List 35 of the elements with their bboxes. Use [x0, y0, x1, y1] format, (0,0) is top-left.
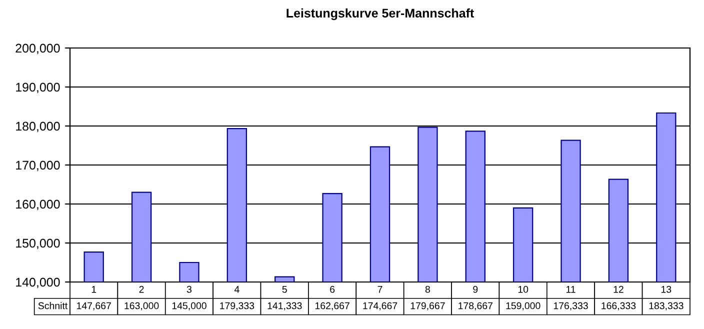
data-label: 179,333 [220, 302, 254, 310]
y-tick-label: 170,000 [16, 160, 60, 172]
x-tick-label: 3 [186, 286, 192, 293]
y-tick-label: 150,000 [16, 238, 60, 250]
y-tick-label: 190,000 [16, 82, 60, 94]
data-label: 141,333 [268, 302, 302, 310]
x-tick-label: 9 [473, 286, 478, 293]
x-tick-label: 6 [330, 286, 335, 293]
data-label: 145,000 [172, 302, 206, 310]
x-tick-label: 2 [139, 286, 144, 293]
x-tick-label: 1 [92, 286, 96, 293]
data-label: 183,333 [649, 302, 684, 310]
y-tick-label: 200,000 [16, 44, 60, 54]
x-tick-label: 12 [614, 286, 624, 293]
y-tick-label: 140,000 [16, 278, 60, 288]
data-label: 179,667 [410, 302, 445, 310]
data-label: 163,000 [124, 302, 159, 310]
x-tick-label: 13 [661, 286, 672, 293]
x-tick-label: 7 [378, 286, 382, 293]
x-tick-label: 4 [234, 286, 240, 293]
chart-title: Leistungskurve 5er-Mannschaft [286, 8, 474, 20]
series-label: Schnitt [38, 302, 68, 310]
x-tick-label: 5 [282, 286, 287, 293]
data-label: 178,667 [458, 302, 492, 310]
x-tick-label: 8 [425, 286, 430, 293]
x-tick-label: 11 [566, 286, 576, 293]
data-label: 174,667 [363, 302, 398, 310]
y-tick-label: 180,000 [16, 122, 60, 132]
data-label: 166,333 [602, 302, 636, 310]
y-tick-label: 160,000 [16, 200, 60, 210]
data-label: 147,667 [77, 302, 111, 310]
data-label: 159,000 [506, 302, 540, 310]
x-tick-label: 10 [518, 286, 528, 293]
data-label: 162,667 [315, 302, 350, 310]
data-label: 176,333 [554, 302, 588, 310]
